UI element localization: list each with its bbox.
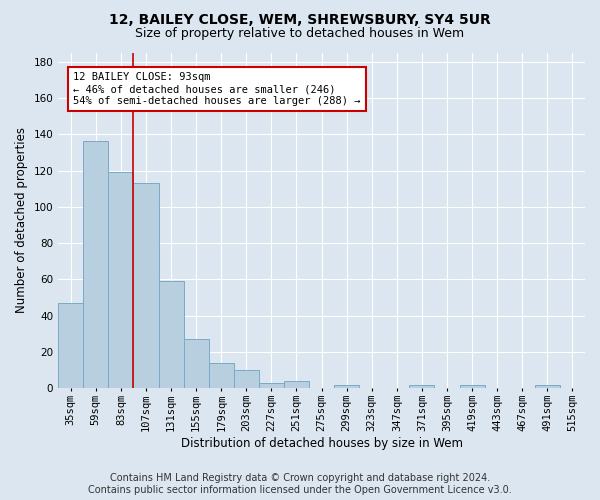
Bar: [535, 385, 560, 388]
Text: Size of property relative to detached houses in Wem: Size of property relative to detached ho…: [136, 28, 464, 40]
Text: Contains HM Land Registry data © Crown copyright and database right 2024.
Contai: Contains HM Land Registry data © Crown c…: [88, 474, 512, 495]
Bar: [58, 303, 83, 388]
Bar: [209, 363, 234, 388]
Text: 12, BAILEY CLOSE, WEM, SHREWSBURY, SY4 5UR: 12, BAILEY CLOSE, WEM, SHREWSBURY, SY4 5…: [109, 12, 491, 26]
Bar: [158, 282, 184, 389]
Y-axis label: Number of detached properties: Number of detached properties: [15, 128, 28, 314]
Bar: [259, 383, 284, 388]
Bar: [460, 385, 485, 388]
Bar: [234, 370, 259, 388]
Bar: [284, 381, 309, 388]
Bar: [334, 385, 359, 388]
Bar: [83, 142, 109, 388]
Text: 12 BAILEY CLOSE: 93sqm
← 46% of detached houses are smaller (246)
54% of semi-de: 12 BAILEY CLOSE: 93sqm ← 46% of detached…: [73, 72, 361, 106]
Bar: [133, 183, 158, 388]
X-axis label: Distribution of detached houses by size in Wem: Distribution of detached houses by size …: [181, 437, 463, 450]
Bar: [409, 385, 434, 388]
Bar: [109, 172, 133, 388]
Bar: [184, 340, 209, 388]
